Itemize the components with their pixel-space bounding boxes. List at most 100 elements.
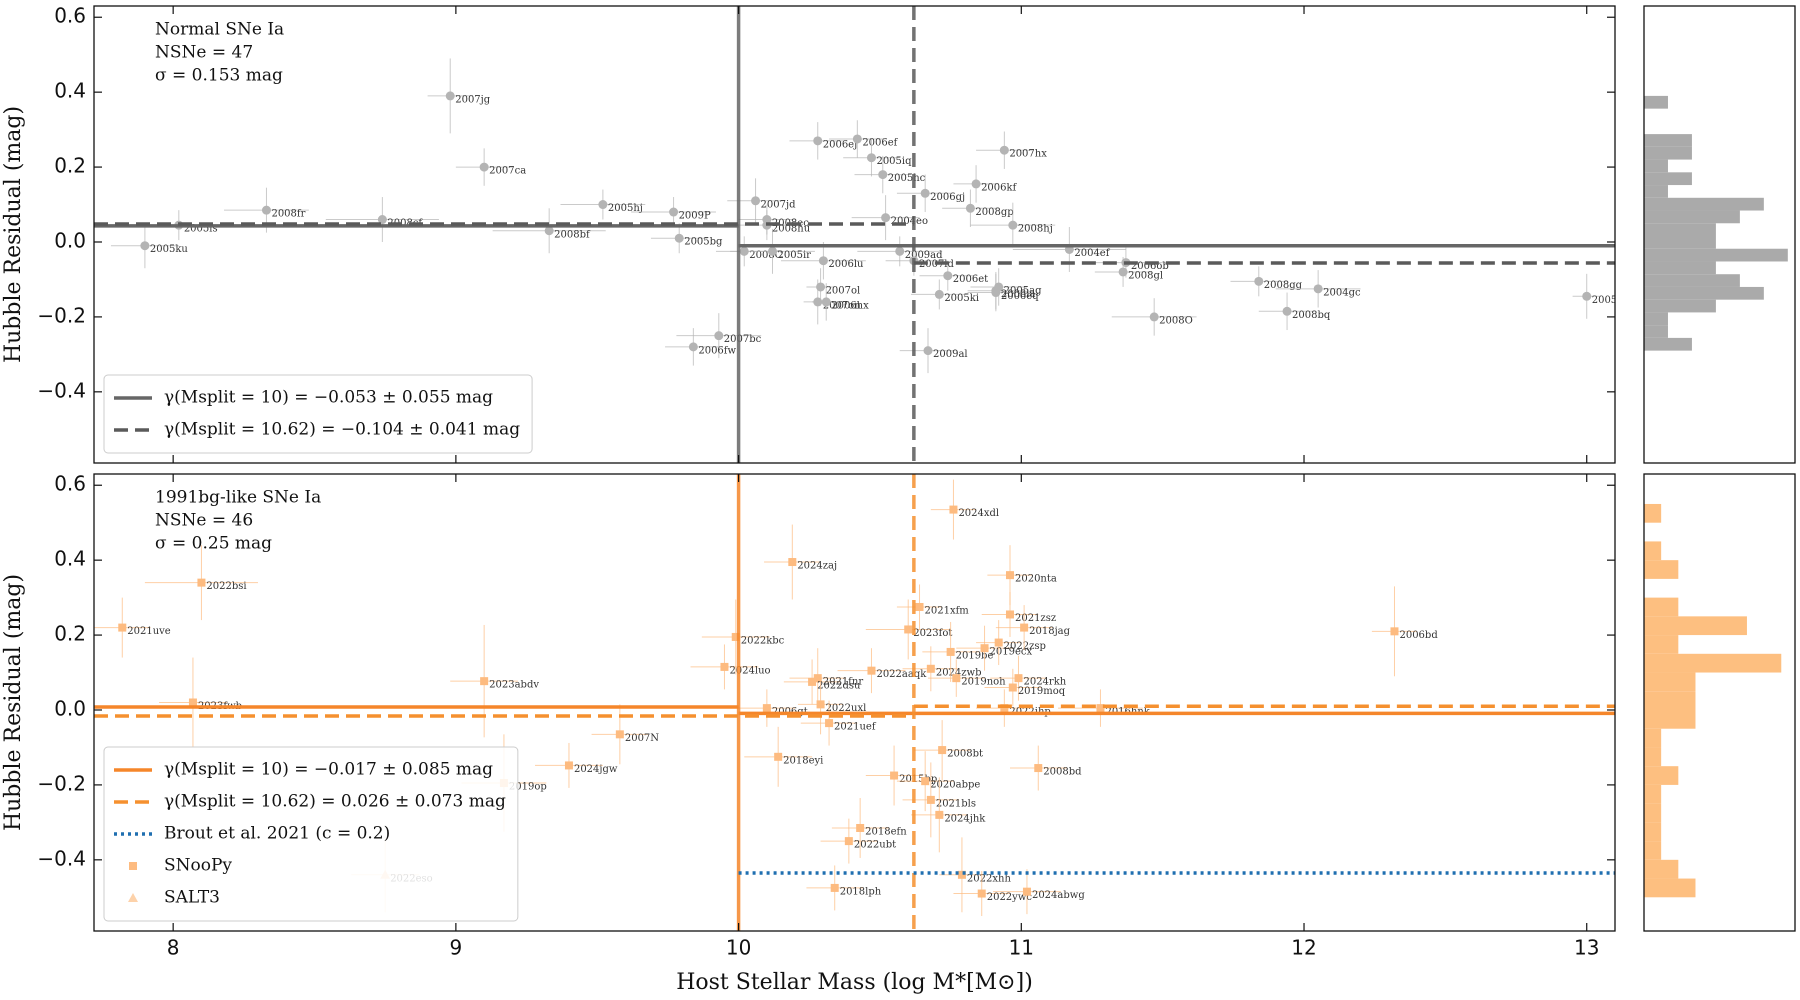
y-tick-label: 0.0 <box>54 228 86 252</box>
point-label: 2005mc <box>1592 295 1633 306</box>
point-label: 2008ia <box>1001 289 1036 300</box>
marker <box>1582 291 1592 301</box>
marker <box>1005 571 1014 580</box>
marker <box>821 297 831 307</box>
marker <box>129 862 137 870</box>
histogram-bar <box>1644 653 1782 673</box>
point-label: 2006et <box>953 274 988 285</box>
point-label: 2019ecx <box>990 647 1033 658</box>
y-tick-label: 0.0 <box>54 696 86 720</box>
plot-area: 2021uve2022bsi2023fwb2023abdv2019op2024j… <box>94 474 1615 931</box>
point-label: 2004gc <box>1323 287 1361 298</box>
y-tick-label: −0.2 <box>37 771 86 795</box>
point-label: 2024luo <box>729 665 770 676</box>
histogram-bar <box>1644 172 1692 186</box>
marker <box>128 893 138 902</box>
marker <box>674 233 684 243</box>
marker <box>816 282 826 292</box>
annotation: NSNe = 47 <box>155 43 253 63</box>
point-label: 2005bg <box>684 237 723 248</box>
marker <box>1008 220 1018 230</box>
marker <box>920 188 930 198</box>
point-label: 2007bc <box>724 334 762 345</box>
point-label: 2006kf <box>981 182 1018 193</box>
point-label: 2006gj <box>930 192 965 203</box>
frame <box>1643 5 1796 464</box>
marker <box>1118 267 1128 277</box>
marker <box>1005 610 1014 619</box>
marker <box>923 346 933 356</box>
marker <box>731 632 740 641</box>
marker <box>564 761 573 770</box>
point-label: 2022uxl <box>826 703 867 714</box>
annotation: σ = 0.153 mag <box>155 66 283 86</box>
point-label: 2009P <box>679 211 711 222</box>
legend-label: Brout et al. 2021 (c = 0.2) <box>164 824 390 844</box>
point-label: 2008gp <box>975 207 1013 218</box>
point-label: 2018lph <box>840 886 882 897</box>
point-label: 2019op <box>509 782 547 793</box>
point-label: 2008gl <box>1128 270 1163 281</box>
histogram-bar <box>1644 325 1668 338</box>
legend-label: SALT3 <box>164 888 220 908</box>
point-label: 2021uve <box>127 626 171 637</box>
histogram-bar <box>1644 223 1716 236</box>
histogram-bar <box>1644 560 1679 579</box>
histogram-panel <box>1643 5 1796 464</box>
histogram-bar <box>1644 728 1662 748</box>
histogram-bar <box>1644 635 1679 654</box>
marker <box>904 625 913 634</box>
marker <box>261 205 271 215</box>
point-label: 2024rkh <box>1023 677 1066 688</box>
annotation: NSNe = 46 <box>155 511 253 531</box>
marker <box>1282 306 1292 316</box>
annotation: 1991bg-like SNe Ia <box>155 488 321 508</box>
histogram-bar <box>1644 672 1696 692</box>
marker <box>1149 312 1159 322</box>
marker <box>140 241 150 251</box>
histogram-bar <box>1644 95 1668 109</box>
point-label: 2007ca <box>489 166 526 177</box>
legend-label: γ(Msplit = 10) = −0.017 ± 0.085 mag <box>164 760 493 780</box>
histogram-bar <box>1644 841 1662 860</box>
point-label: 2006ef <box>862 137 898 148</box>
y-tick-label: 0.2 <box>54 622 86 646</box>
point-label: 2022xhh <box>967 873 1012 884</box>
y-tick-label: −0.4 <box>37 846 86 870</box>
point-label: 2019be <box>956 650 994 661</box>
marker <box>1022 887 1031 896</box>
marker <box>934 289 944 299</box>
marker <box>544 226 554 236</box>
histogram-bar <box>1644 197 1764 211</box>
point-label: 2021bls <box>936 798 976 809</box>
point-label: 2024zwb <box>936 667 982 678</box>
point-label: 2008bd <box>1043 767 1082 778</box>
histogram-bar <box>1644 859 1679 879</box>
legend-label: SNooPy <box>164 856 232 876</box>
point-label: 2006fw <box>698 345 736 356</box>
marker <box>1034 764 1043 773</box>
marker <box>480 677 489 686</box>
point-label: 2024jhk <box>944 813 986 824</box>
point-label: 2007jd <box>761 199 797 210</box>
point-label: 2008hu <box>772 224 811 235</box>
marker <box>813 136 823 146</box>
point-label: 2022ywc <box>987 892 1033 903</box>
marker <box>377 215 387 225</box>
histogram-bar <box>1644 235 1716 249</box>
y-tick-label: −0.4 <box>37 378 86 402</box>
point-label: 2008bq <box>1292 310 1331 321</box>
point-label: 2004eo <box>891 216 928 227</box>
marker <box>856 823 865 832</box>
marker <box>598 200 608 210</box>
point-label: 2008gg <box>1264 280 1303 291</box>
x-tick-label: 9 <box>450 936 463 960</box>
marker <box>825 719 834 728</box>
point-label: 2020nta <box>1015 574 1057 585</box>
point-label: 2005ki <box>944 293 979 304</box>
marker <box>994 638 1003 647</box>
point-label: 2008C <box>749 250 782 261</box>
legend-box <box>103 746 519 922</box>
marker <box>915 602 924 611</box>
marker <box>1313 284 1323 294</box>
